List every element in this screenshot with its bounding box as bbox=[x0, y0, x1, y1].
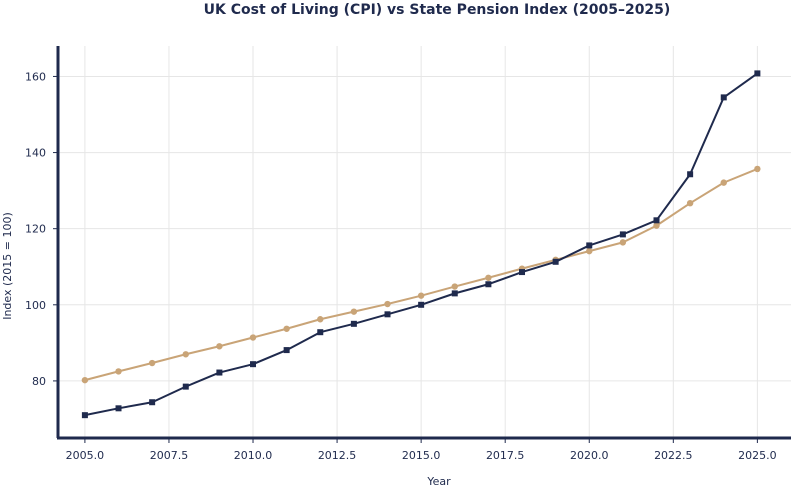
data-point-state-pension-index bbox=[115, 368, 122, 375]
data-point-state-pension-index bbox=[81, 376, 89, 384]
data-point-cpi bbox=[81, 412, 88, 419]
data-point-state-pension-index bbox=[686, 199, 694, 207]
x-tick-label: 2022.5 bbox=[654, 449, 693, 462]
data-point-state-pension-index bbox=[384, 300, 391, 308]
x-tick-label: 2025.0 bbox=[738, 449, 777, 462]
data-point-cpi bbox=[115, 405, 122, 412]
data-point-cpi bbox=[485, 281, 492, 288]
data-point-cpi bbox=[720, 94, 727, 101]
data-point-state-pension-index bbox=[485, 274, 492, 281]
data-point-state-pension-index bbox=[350, 308, 358, 315]
y-tick-label: 160 bbox=[25, 70, 46, 83]
data-point-cpi bbox=[519, 269, 526, 276]
data-point-state-pension-index bbox=[619, 239, 627, 246]
data-point-state-pension-index bbox=[586, 247, 593, 255]
data-point-cpi bbox=[687, 171, 694, 178]
data-point-cpi bbox=[283, 347, 290, 354]
data-point-state-pension-index bbox=[249, 334, 257, 341]
data-point-cpi bbox=[451, 290, 458, 297]
tick-layer: 2005.0 2007.5 2010.0 2012.5 2015.0 2017.5 2020… bbox=[25, 70, 777, 462]
y-axis-title: Index (2015 = 100) bbox=[1, 212, 14, 320]
data-point-cpi bbox=[216, 369, 223, 376]
data-point-state-pension-index bbox=[182, 351, 189, 358]
y-tick-label: 120 bbox=[25, 223, 46, 236]
data-point-cpi bbox=[250, 361, 257, 368]
data-point-state-pension-index bbox=[754, 165, 761, 173]
chart-title: UK Cost of Living (CPI) vs State Pension… bbox=[204, 2, 671, 18]
data-point-state-pension-index bbox=[216, 343, 223, 350]
x-tick-label: 2020.0 bbox=[570, 449, 609, 462]
series-cpi bbox=[81, 70, 761, 419]
y-tick-label: 140 bbox=[25, 147, 46, 160]
series-layer bbox=[81, 70, 761, 419]
axis-layer bbox=[56, 46, 791, 440]
data-point-cpi bbox=[149, 399, 156, 406]
y-tick-label: 100 bbox=[25, 299, 46, 312]
data-point-state-pension-index bbox=[417, 292, 425, 299]
x-tick-label: 2017.5 bbox=[486, 449, 525, 462]
data-point-cpi bbox=[418, 301, 425, 308]
data-point-state-pension-index bbox=[451, 283, 458, 290]
x-tick-label: 2015.0 bbox=[402, 449, 441, 462]
data-point-cpi bbox=[619, 231, 626, 238]
data-point-cpi bbox=[384, 311, 391, 318]
data-point-cpi bbox=[182, 383, 189, 390]
data-point-cpi bbox=[586, 242, 593, 249]
grid-layer bbox=[58, 46, 791, 438]
data-point-cpi bbox=[317, 329, 324, 336]
data-point-state-pension-index bbox=[148, 359, 156, 367]
data-point-cpi bbox=[350, 320, 357, 327]
data-point-cpi bbox=[754, 70, 761, 77]
data-point-state-pension-index bbox=[653, 222, 660, 229]
data-point-state-pension-index bbox=[720, 179, 727, 186]
x-tick-label: 2012.5 bbox=[318, 449, 357, 462]
x-tick-label: 2007.5 bbox=[150, 449, 189, 462]
data-point-cpi bbox=[552, 258, 559, 265]
data-point-cpi bbox=[653, 217, 660, 224]
x-tick-label: 2010.0 bbox=[234, 449, 273, 462]
x-axis-title: Year bbox=[426, 475, 451, 488]
data-point-state-pension-index bbox=[283, 325, 290, 332]
x-tick-label: 2005.0 bbox=[66, 449, 105, 462]
data-point-state-pension-index bbox=[317, 316, 324, 323]
y-tick-label: 80 bbox=[32, 375, 46, 388]
